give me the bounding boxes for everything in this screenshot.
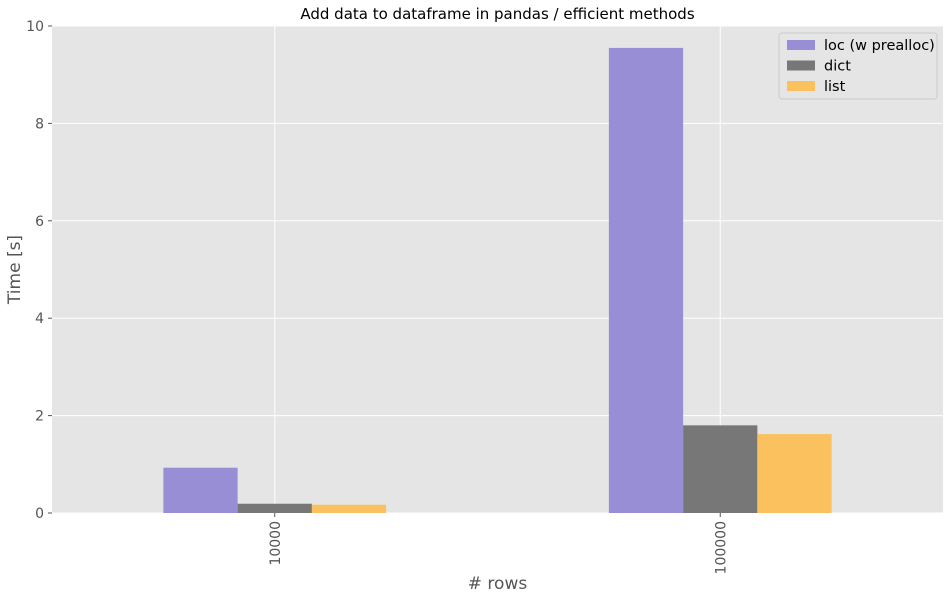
y-tick-label: 10 — [26, 19, 44, 35]
legend-label: dict — [824, 59, 851, 75]
y-tick-label: 4 — [35, 311, 44, 327]
y-tick-label: 0 — [35, 506, 44, 522]
x-axis-ticks: 10000 100000 — [268, 513, 729, 574]
bar — [311, 504, 387, 513]
y-axis-ticks: 0 2 4 6 8 10 — [26, 19, 52, 522]
y-tick-label: 8 — [35, 116, 44, 132]
legend-box — [778, 32, 938, 100]
y-axis-label: Time [s] — [5, 235, 25, 305]
bar — [163, 467, 238, 513]
bar — [608, 47, 684, 513]
y-tick-label: 6 — [35, 214, 44, 230]
legend-swatch — [787, 81, 815, 91]
plot-area — [52, 26, 943, 513]
bar — [683, 425, 758, 513]
x-tick-label: 100000 — [713, 521, 729, 574]
bar — [237, 503, 312, 513]
bars — [163, 47, 832, 513]
bar — [757, 434, 832, 513]
x-axis-label: # rows — [468, 574, 528, 594]
legend-swatch — [787, 60, 815, 71]
legend-label: list — [824, 79, 846, 95]
y-tick-label: 2 — [35, 409, 44, 425]
legend: loc (w prealloc) dict list — [778, 32, 938, 100]
legend-swatch — [787, 40, 815, 50]
chart-title: Add data to dataframe in pandas / effici… — [300, 5, 694, 23]
x-tick-label: 10000 — [268, 521, 284, 566]
legend-label: loc (w prealloc) — [824, 38, 935, 54]
